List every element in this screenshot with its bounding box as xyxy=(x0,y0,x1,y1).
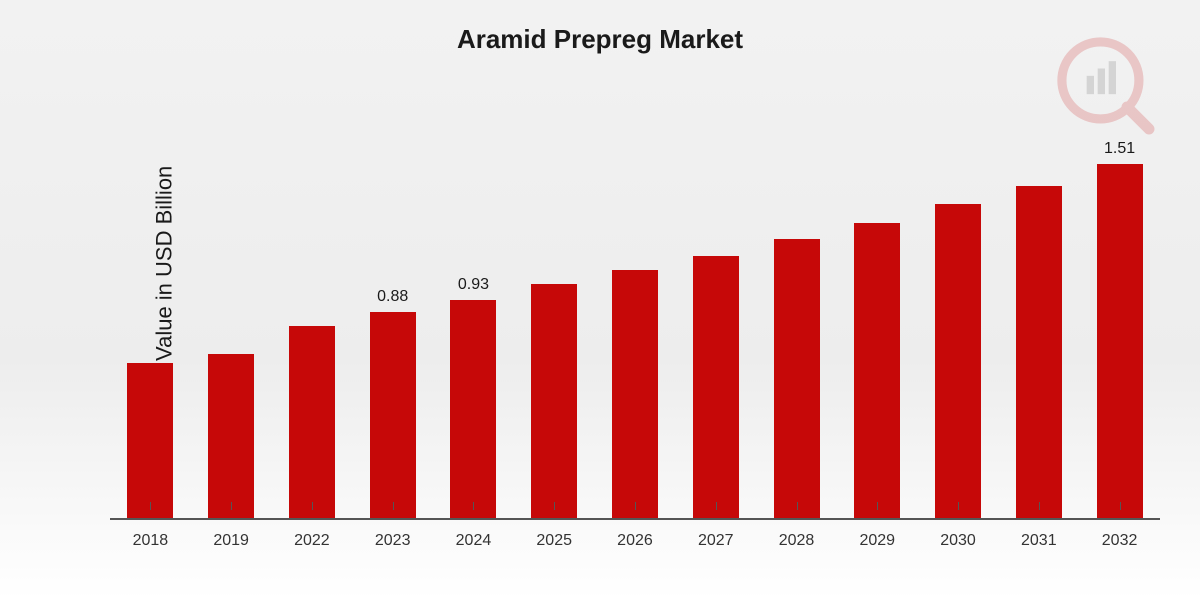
bar-value-label: 0.88 xyxy=(377,288,408,306)
bar-slot: 0.93 xyxy=(433,120,514,518)
bar-slot xyxy=(756,120,837,518)
bars-container: 0.88 0.93 1.51 xyxy=(110,120,1160,518)
bar xyxy=(1016,186,1062,518)
bar: 0.88 xyxy=(370,312,416,518)
bar-slot xyxy=(675,120,756,518)
x-tick-label: 2019 xyxy=(191,532,272,550)
bar-slot xyxy=(918,120,999,518)
x-tick-label: 2018 xyxy=(110,532,191,550)
x-tick-label: 2029 xyxy=(837,532,918,550)
x-tick-label: 2028 xyxy=(756,532,837,550)
bar xyxy=(289,326,335,518)
bar xyxy=(127,363,173,518)
bar-slot: 0.88 xyxy=(352,120,433,518)
bar xyxy=(208,354,254,518)
bar-slot xyxy=(272,120,353,518)
bar xyxy=(693,256,739,518)
x-tick-label: 2027 xyxy=(675,532,756,550)
bar-value-label: 1.51 xyxy=(1104,140,1135,158)
x-tick-label: 2025 xyxy=(514,532,595,550)
x-tick-label: 2032 xyxy=(1079,532,1160,550)
bar-slot xyxy=(110,120,191,518)
bar xyxy=(935,204,981,518)
bar xyxy=(612,270,658,518)
bar-value-label: 0.93 xyxy=(458,276,489,294)
bar-slot xyxy=(837,120,918,518)
plot-area: 0.88 0.93 1.51 xyxy=(110,120,1160,520)
chart-canvas: Aramid Prepreg Market Market Value in US… xyxy=(0,0,1200,600)
bar-slot: 1.51 xyxy=(1079,120,1160,518)
bar-slot xyxy=(514,120,595,518)
x-tick-label: 2030 xyxy=(918,532,999,550)
bar xyxy=(774,239,820,518)
x-axis-ticks: 2018201920222023202420252026202720282029… xyxy=(110,532,1160,550)
bar-slot xyxy=(998,120,1079,518)
bar: 1.51 xyxy=(1097,164,1143,518)
chart-title: Aramid Prepreg Market xyxy=(0,24,1200,55)
x-tick-label: 2023 xyxy=(352,532,433,550)
x-tick-label: 2031 xyxy=(998,532,1079,550)
bar-slot xyxy=(595,120,676,518)
bar-slot xyxy=(191,120,272,518)
x-tick-label: 2024 xyxy=(433,532,514,550)
bar xyxy=(854,223,900,518)
bar: 0.93 xyxy=(450,300,496,518)
x-tick-label: 2022 xyxy=(272,532,353,550)
bar xyxy=(531,284,577,518)
x-tick-label: 2026 xyxy=(595,532,676,550)
